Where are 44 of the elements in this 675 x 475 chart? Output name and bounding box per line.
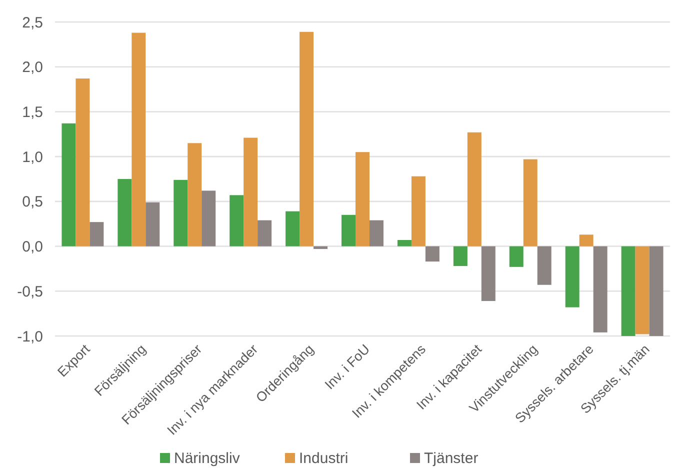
legend-label: Industri [299,450,348,467]
bar [76,78,90,246]
bar [425,246,440,262]
legend-label: Näringsliv [174,450,240,467]
bar [369,220,384,246]
bar [593,246,608,332]
bar [523,159,538,246]
bar [90,222,104,246]
bar [621,246,636,336]
bar [579,234,594,246]
bar [467,132,482,246]
y-tick-label: 2,5 [22,14,43,32]
bar [188,143,202,246]
bar [132,32,146,246]
y-tick-label: 1,0 [22,148,43,166]
bar [258,220,272,246]
bar [411,176,426,246]
bar [286,211,300,246]
bar [649,246,664,336]
y-tick-label: 0,5 [22,194,43,211]
bar [509,246,524,267]
legend-label: Tjänster [424,450,478,467]
y-tick-label: -1,0 [17,328,43,346]
y-tick-label: 0,0 [22,238,43,256]
bar [537,246,552,285]
bar [202,190,216,246]
y-tick-label: 2,0 [22,59,43,76]
y-tick-label: 1,5 [22,104,43,121]
bar [244,138,258,246]
bar [146,202,160,246]
bar [453,246,468,266]
bar [230,195,244,246]
bar [481,246,496,302]
bar [62,123,76,246]
bar [342,214,356,246]
bar [565,246,580,308]
bar [118,179,132,246]
bar [356,152,370,246]
bar [174,180,188,246]
bar [397,240,412,246]
bar [635,246,650,334]
bar [314,246,328,249]
y-tick-label: -0,5 [17,283,43,300]
bar [300,32,314,246]
